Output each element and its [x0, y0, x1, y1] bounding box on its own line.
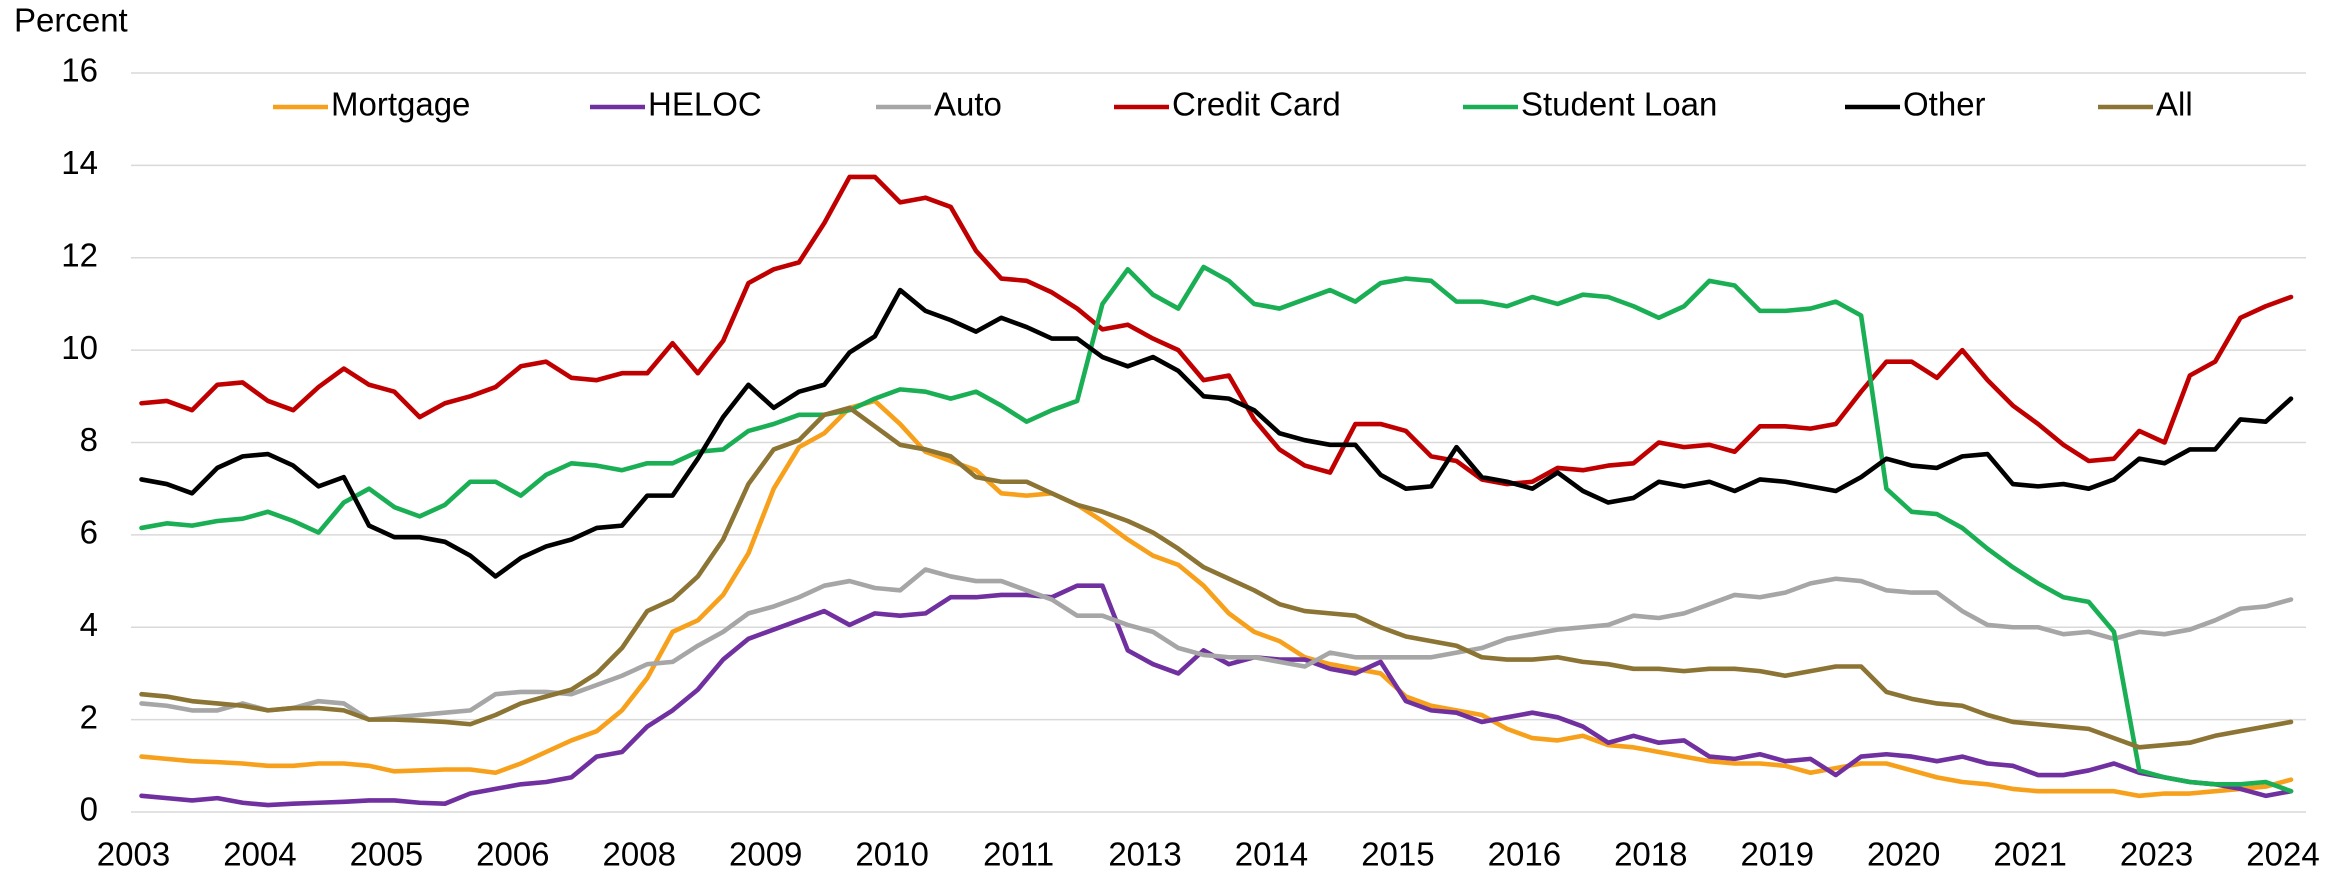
x-tick-label: 2023 — [2120, 836, 2193, 873]
legend-item: Auto — [876, 86, 1002, 123]
y-tick-label: 12 — [61, 236, 98, 273]
legend-label: Other — [1903, 86, 1986, 123]
x-tick-label: 2015 — [1361, 836, 1434, 873]
y-tick-label: 10 — [61, 329, 98, 366]
y-tick-label: 4 — [80, 606, 98, 643]
legend-label: Credit Card — [1172, 86, 1341, 123]
x-tick-label: 2016 — [1488, 836, 1561, 873]
legend-item: Mortgage — [273, 86, 470, 123]
x-tick-label: 2006 — [476, 836, 549, 873]
x-tick-label: 2019 — [1741, 836, 1814, 873]
legend-item: HELOC — [590, 86, 762, 123]
y-tick-label: 16 — [61, 52, 98, 89]
x-tick-label: 2004 — [223, 836, 296, 873]
y-tick-label: 6 — [80, 514, 98, 551]
x-tick-label: 2011 — [983, 836, 1054, 873]
legend-item: All — [2098, 86, 2193, 123]
x-tick-label: 2014 — [1235, 836, 1308, 873]
x-tick-label: 2003 — [97, 836, 170, 873]
series-line — [139, 567, 2294, 722]
x-tick-label: 2018 — [1614, 836, 1687, 873]
y-axis-label: Percent — [14, 2, 128, 39]
x-tick-label: 2021 — [1993, 836, 2066, 873]
legend-label: Auto — [934, 86, 1002, 123]
series-line — [139, 287, 2294, 579]
y-tick-label: 14 — [61, 144, 98, 181]
series-line — [139, 583, 2294, 808]
x-tick-label: 2024 — [2246, 836, 2319, 873]
series-line — [139, 264, 2294, 794]
legend-label: HELOC — [648, 86, 762, 123]
x-tick-label: 2009 — [729, 836, 802, 873]
y-tick-label: 2 — [80, 698, 98, 735]
x-tick-label: 2008 — [603, 836, 676, 873]
y-tick-label: 0 — [80, 791, 98, 828]
legend-item: Student Loan — [1463, 86, 1717, 123]
x-tick-label: 2005 — [350, 836, 423, 873]
series-line — [139, 174, 2294, 487]
x-tick-label: 2013 — [1108, 836, 1181, 873]
legend-label: All — [2156, 86, 2193, 123]
legend-label: Mortgage — [331, 86, 470, 123]
series-line — [139, 398, 2294, 799]
x-tick-label: 2010 — [855, 836, 928, 873]
legend-item: Credit Card — [1114, 86, 1341, 123]
x-tick-label: 2020 — [1867, 836, 1940, 873]
legend-label: Student Loan — [1521, 86, 1717, 123]
y-tick-label: 8 — [80, 421, 98, 458]
legend-item: Other — [1845, 86, 1986, 123]
series-line — [139, 405, 2294, 750]
